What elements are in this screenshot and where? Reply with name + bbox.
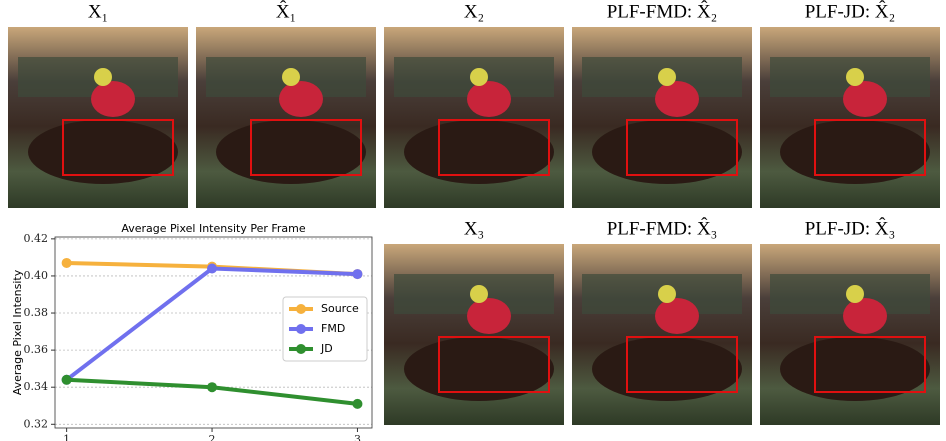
panel-caption: PLF-FMD: X̂₂: [607, 1, 718, 23]
x-tick-label: 1: [63, 433, 70, 441]
legend-label: JD: [320, 342, 333, 355]
legend-label: Source: [321, 302, 359, 315]
point: [207, 264, 217, 274]
legend-label: FMD: [321, 322, 345, 335]
x-tick-label: 2: [209, 433, 216, 441]
panel-caption: X₂: [464, 1, 484, 22]
y-axis-label: Average Pixel Intensity: [11, 269, 24, 395]
helmet: [658, 285, 676, 303]
helmet: [94, 68, 112, 86]
y-tick-label: 0.32: [24, 417, 49, 430]
jockey: [279, 81, 323, 117]
y-tick-label: 0.36: [24, 343, 49, 356]
legend-marker: [296, 344, 306, 354]
page: X₁ X̂₁ X₂ PLF-FMD: X̂₂ PLF-JD: X̂₂ X₃ PLF-FMD:…: [0, 0, 946, 441]
jockey: [467, 81, 511, 117]
y-tick-label: 0.40: [24, 269, 49, 282]
helmet: [470, 285, 488, 303]
jockey: [91, 81, 135, 117]
jockey: [843, 298, 887, 334]
legend-marker: [296, 324, 306, 334]
panel-caption: PLF-JD: X̂₂: [805, 1, 896, 23]
legend-marker: [296, 304, 306, 314]
chart-title: Average Pixel Intensity Per Frame: [121, 222, 306, 235]
point: [352, 399, 362, 409]
point: [207, 382, 217, 392]
point: [352, 269, 362, 279]
helmet: [470, 68, 488, 86]
y-tick-label: 0.34: [24, 380, 49, 393]
panel-caption: PLF-JD: X̂₃: [805, 218, 896, 240]
helmet: [846, 285, 864, 303]
jockey: [843, 81, 887, 117]
figure: X₁ X̂₁ X₂ PLF-FMD: X̂₂ PLF-JD: X̂₂ X₃ PLF-FMD:…: [0, 0, 946, 441]
y-tick-label: 0.42: [24, 232, 49, 245]
panel-caption: X₃: [464, 218, 484, 239]
panel-caption: X₁: [88, 1, 108, 22]
x-tick-label: 3: [354, 433, 361, 441]
jockey: [655, 298, 699, 334]
jockey: [467, 298, 511, 334]
helmet: [846, 68, 864, 86]
helmet: [658, 68, 676, 86]
jockey: [655, 81, 699, 117]
helmet: [282, 68, 300, 86]
panel-caption: X̂₁: [276, 1, 296, 23]
panel-caption: PLF-FMD: X̂₃: [607, 218, 718, 240]
point: [62, 258, 72, 268]
y-tick-label: 0.38: [24, 306, 49, 319]
point: [62, 375, 72, 385]
